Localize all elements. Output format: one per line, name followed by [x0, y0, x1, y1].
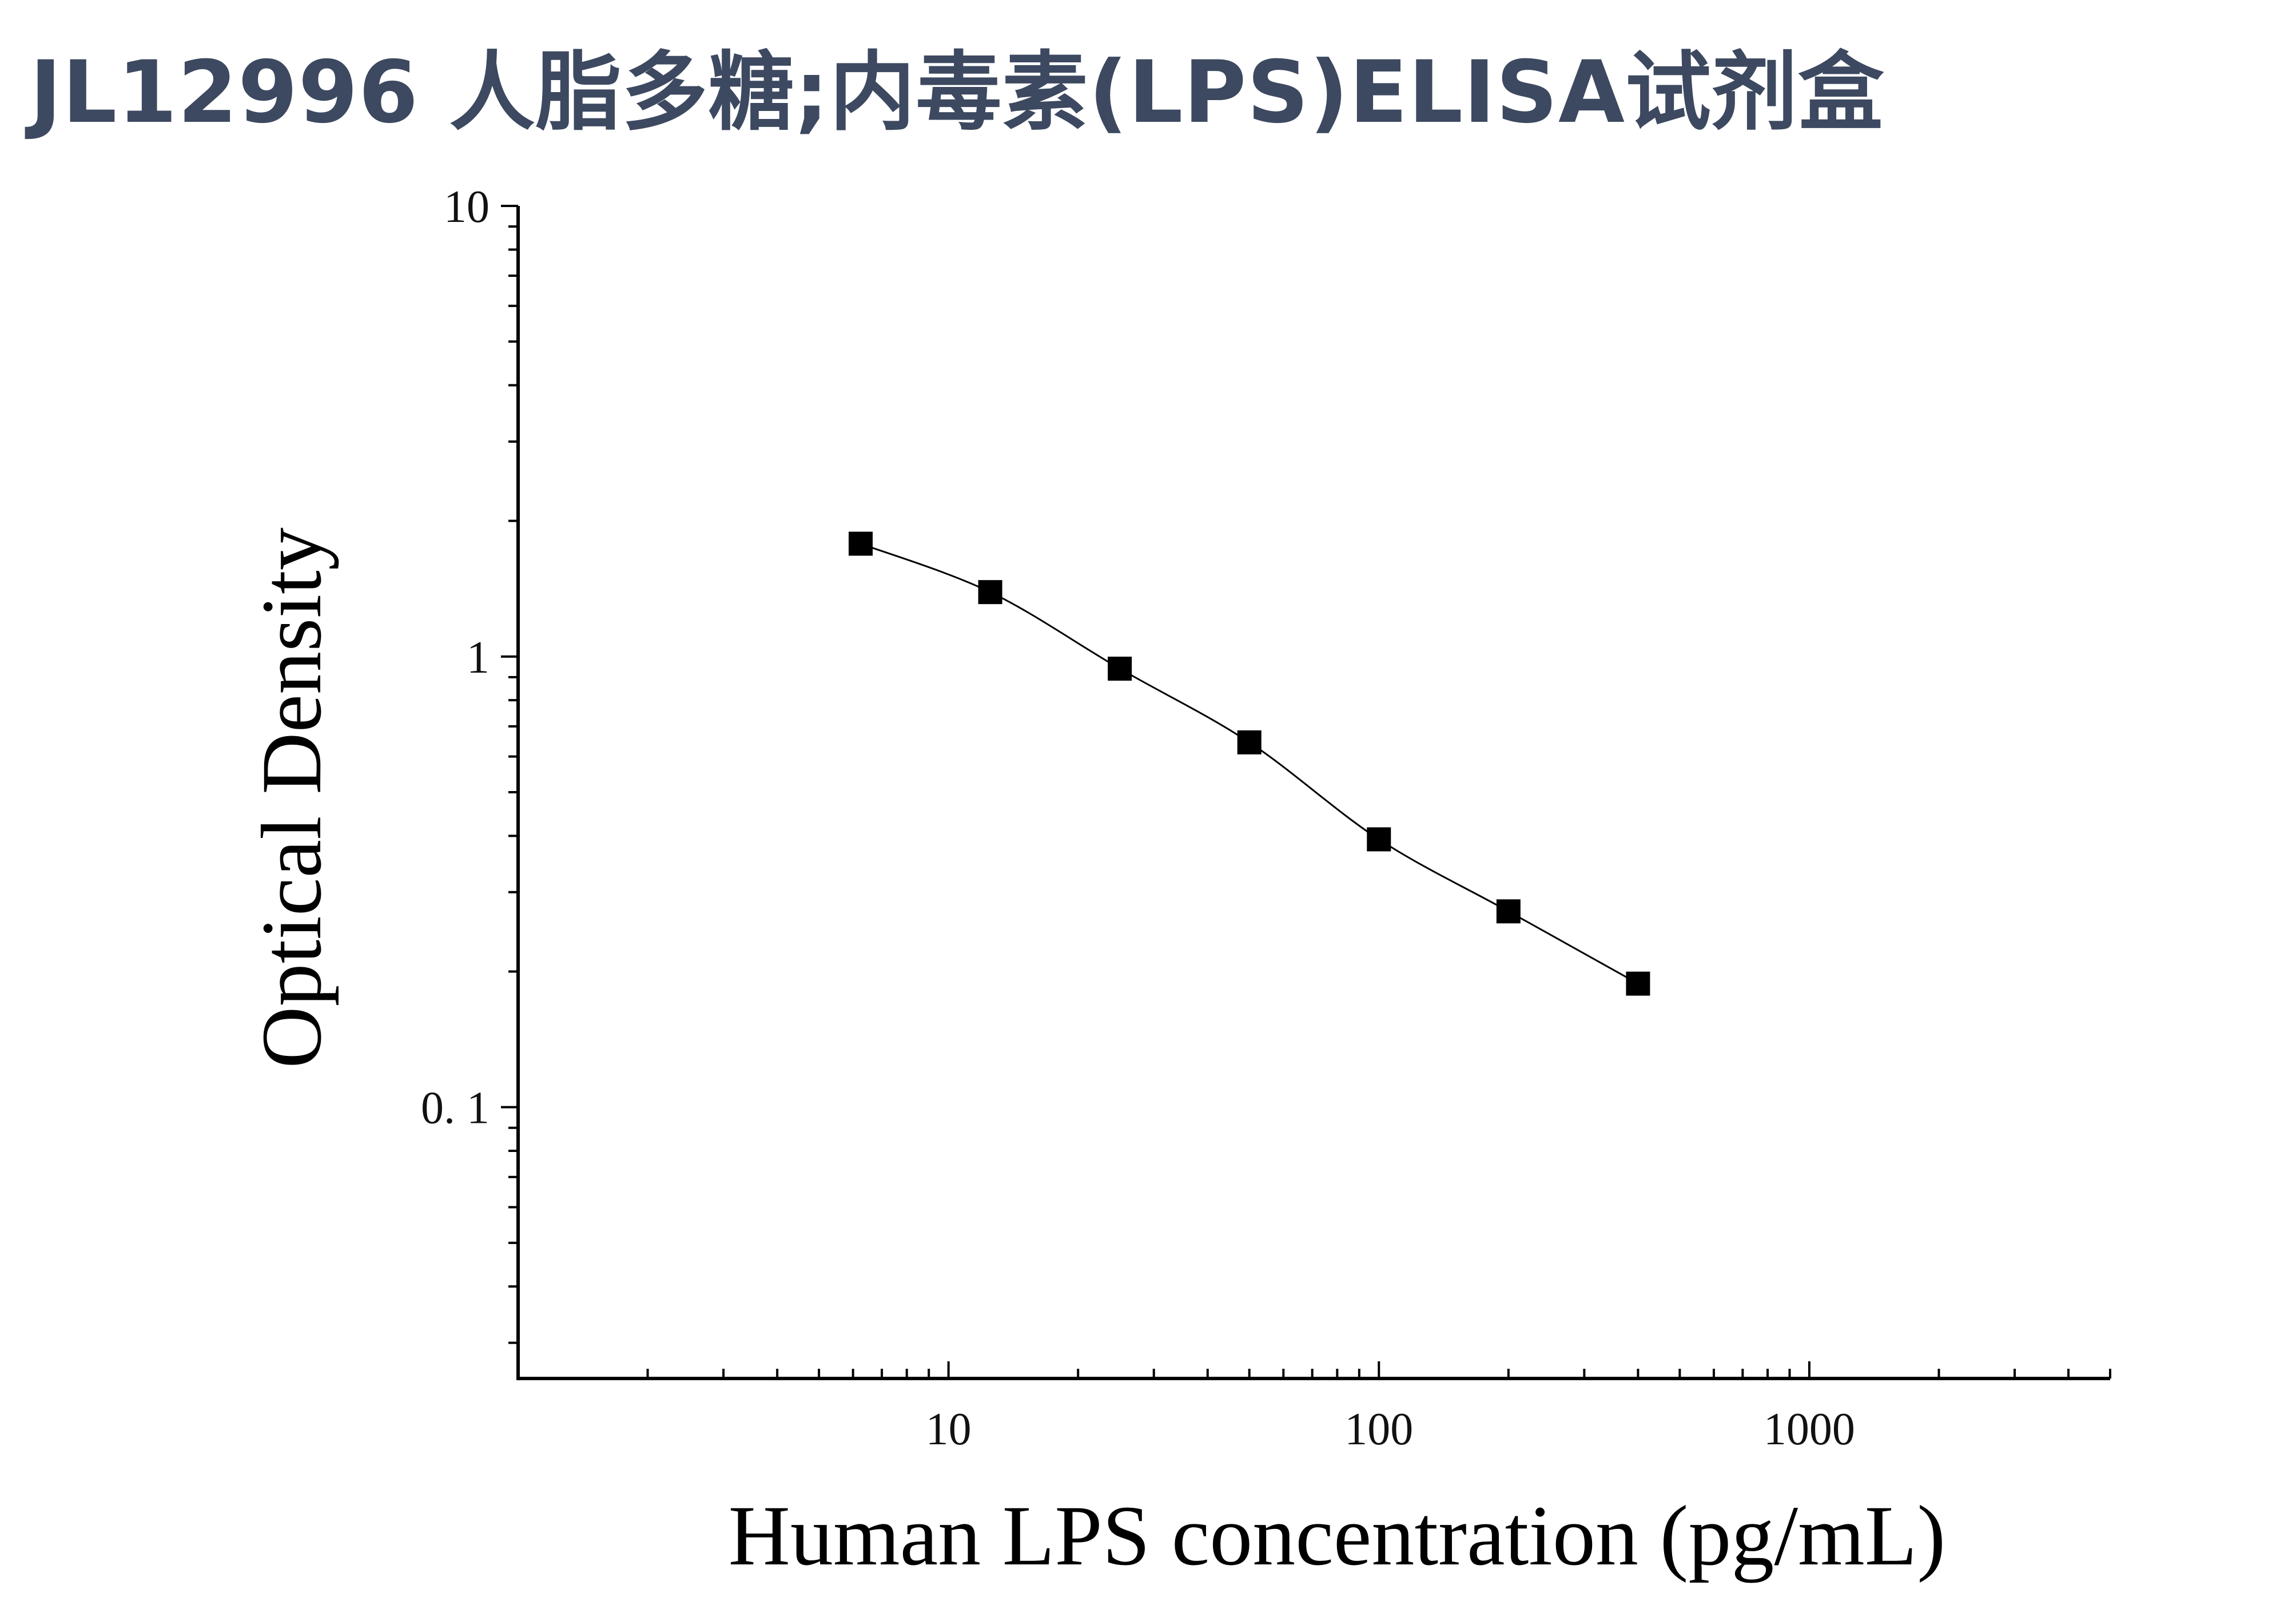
x-tick-label: 100	[1344, 1404, 1413, 1455]
data-point-marker	[849, 531, 873, 556]
fit-curve	[860, 543, 1639, 984]
data-point-marker	[1496, 899, 1521, 924]
tick-labels: 10 100 1000 10 1 0. 1	[421, 182, 1855, 1455]
x-axis-title: Human LPS concentration (pg/mL)	[729, 1488, 1946, 1583]
data-point-marker	[1367, 827, 1391, 852]
y-tick-label: 0. 1	[421, 1083, 490, 1134]
axis-ticks	[501, 205, 2111, 1378]
data-point-marker	[1237, 730, 1262, 754]
y-axis-title: Optical Density	[244, 527, 339, 1068]
data-point-marker	[1108, 657, 1132, 681]
y-tick-label: 1	[467, 633, 490, 683]
y-tick-label: 10	[444, 182, 490, 232]
x-tick-label: 1000	[1764, 1404, 1855, 1455]
data-points	[849, 531, 1650, 996]
x-tick-label: 10	[926, 1404, 972, 1455]
data-point-marker	[978, 580, 1002, 605]
page-title: JL12996 人脂多糖;内毒素(LPS)ELISA试剂盒	[30, 43, 1885, 142]
axes	[516, 206, 2110, 1380]
data-point-marker	[1626, 971, 1650, 996]
